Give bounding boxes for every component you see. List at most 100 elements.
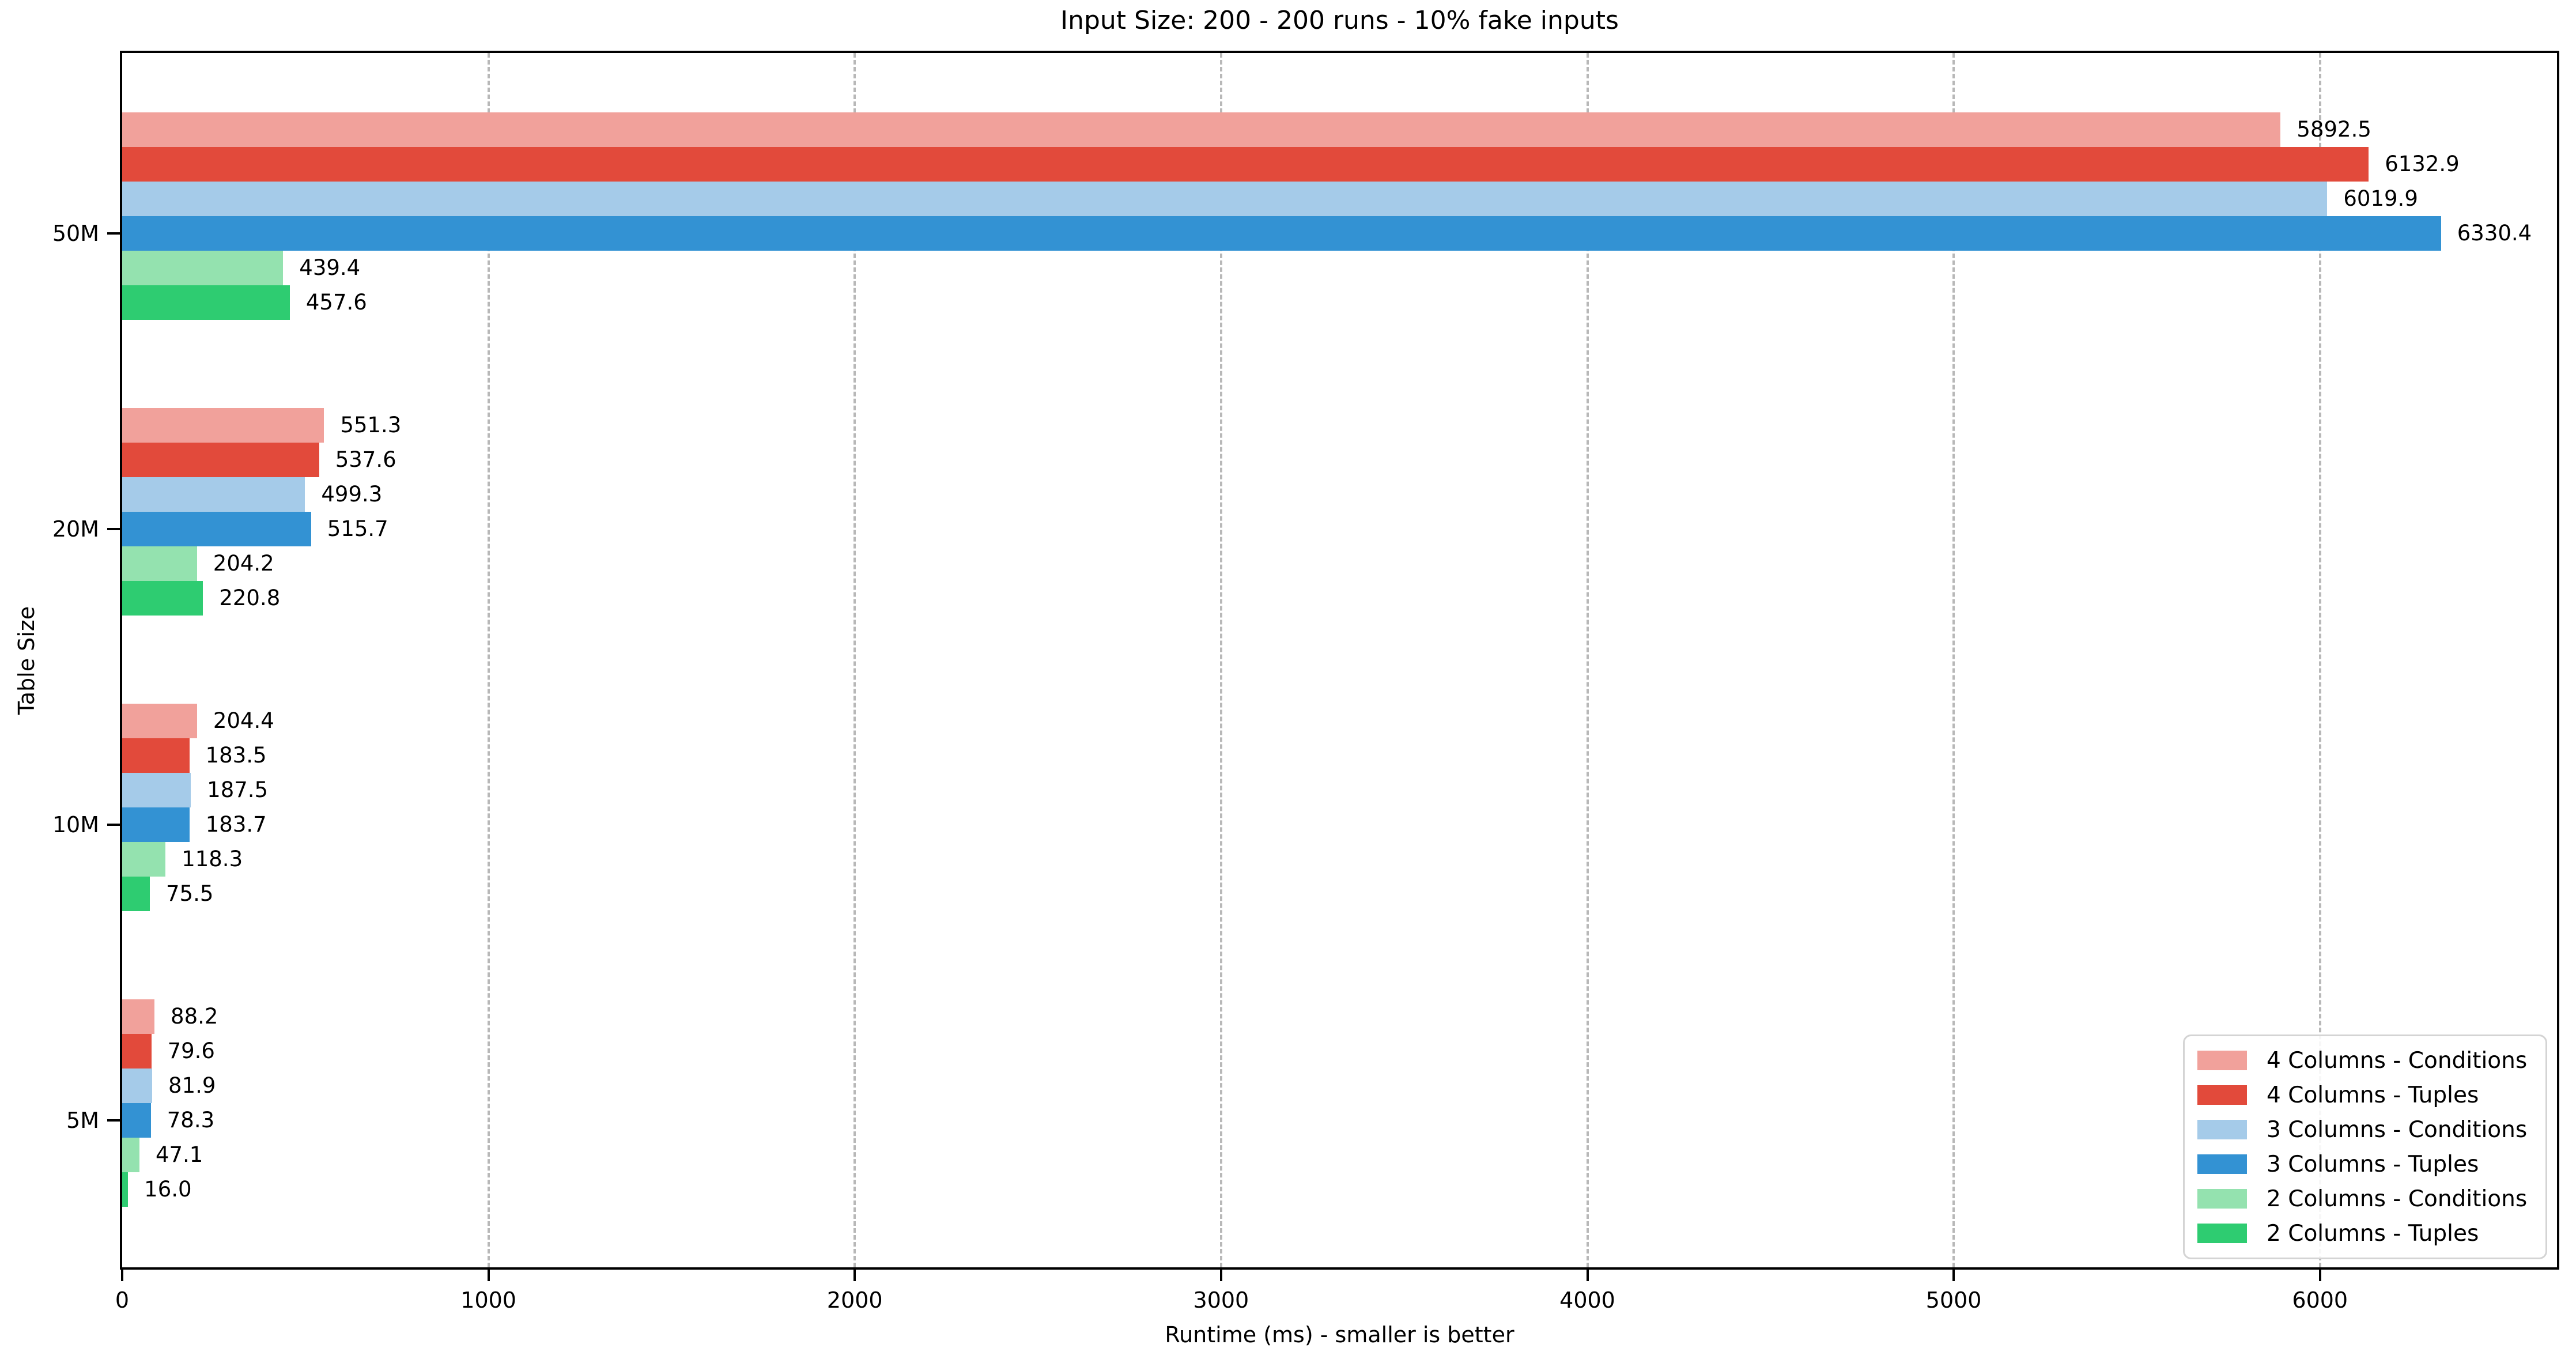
legend-label: 3 Columns - Tuples	[2267, 1151, 2479, 1177]
y-tick-label: 5M	[66, 1108, 99, 1133]
legend-swatch	[2197, 1154, 2247, 1174]
x-tick-label: 1000	[460, 1288, 516, 1313]
bar-value-label: 78.3	[167, 1108, 215, 1132]
x-tick-mark	[853, 1270, 856, 1281]
gridline	[487, 53, 490, 1267]
bar	[122, 546, 197, 581]
x-tick-mark	[487, 1270, 490, 1281]
bar-value-label: 551.3	[340, 413, 402, 437]
bar	[122, 182, 2328, 216]
gridline	[1219, 53, 1222, 1267]
legend-label: 2 Columns - Conditions	[2267, 1185, 2528, 1212]
bar	[122, 216, 2441, 251]
bar-value-label: 515.7	[327, 516, 388, 541]
bar	[122, 1172, 129, 1207]
bar	[122, 773, 191, 807]
legend-label: 2 Columns - Tuples	[2267, 1220, 2479, 1247]
y-tick-label: 50M	[52, 221, 99, 246]
legend-swatch	[2197, 1120, 2247, 1139]
bar	[122, 112, 2281, 147]
bar-value-label: 6330.4	[2457, 221, 2532, 246]
bar-value-label: 439.4	[299, 255, 361, 280]
bar	[122, 877, 150, 911]
x-tick-label: 4000	[1559, 1288, 1615, 1313]
bar-value-label: 16.0	[144, 1177, 192, 1202]
bar	[122, 1068, 153, 1103]
bar	[122, 512, 311, 546]
bar-value-label: 187.5	[207, 777, 269, 802]
legend-item: 4 Columns - Tuples	[2197, 1078, 2540, 1112]
bar-value-label: 499.3	[321, 482, 383, 507]
legend-swatch	[2197, 1224, 2247, 1243]
legend-swatch	[2197, 1051, 2247, 1070]
x-tick-mark	[1219, 1270, 1222, 1281]
x-tick-label: 0	[115, 1288, 130, 1313]
x-tick-label: 5000	[1925, 1288, 1982, 1313]
bar	[122, 738, 190, 773]
y-tick-mark	[107, 528, 120, 530]
bar-value-label: 79.6	[167, 1039, 215, 1063]
bar-value-label: 5892.5	[2297, 117, 2371, 142]
bar	[122, 477, 305, 512]
bar	[122, 443, 319, 477]
legend-label: 4 Columns - Tuples	[2267, 1082, 2479, 1108]
legend-swatch	[2197, 1085, 2247, 1105]
bar	[122, 147, 2369, 182]
bar-value-label: 204.2	[213, 551, 274, 576]
y-tick-mark	[107, 232, 120, 235]
bar-value-label: 81.9	[168, 1073, 216, 1098]
bar	[122, 251, 284, 285]
legend-item: 3 Columns - Tuples	[2197, 1147, 2540, 1181]
bar-value-label: 204.4	[213, 708, 274, 733]
bar-value-label: 47.1	[155, 1142, 203, 1167]
bar	[122, 807, 190, 842]
bar-value-label: 537.6	[335, 447, 396, 472]
chart-title: Input Size: 200 - 200 runs - 10% fake in…	[1060, 6, 1619, 35]
bar-value-label: 88.2	[171, 1004, 218, 1029]
legend-item: 2 Columns - Conditions	[2197, 1181, 2540, 1216]
x-axis-label: Runtime (ms) - smaller is better	[1165, 1322, 1514, 1347]
legend-label: 3 Columns - Conditions	[2267, 1116, 2528, 1143]
y-tick-mark	[107, 1119, 120, 1122]
x-tick-mark	[1952, 1270, 1955, 1281]
legend-label: 4 Columns - Conditions	[2267, 1047, 2528, 1074]
gridline	[1586, 53, 1589, 1267]
bar-value-label: 75.5	[165, 881, 214, 906]
bar	[122, 842, 166, 877]
y-axis-label: Table Size	[14, 606, 39, 715]
bar	[122, 999, 155, 1034]
gridline	[2318, 53, 2321, 1267]
bar	[122, 581, 203, 616]
bar	[122, 408, 324, 443]
bar	[122, 704, 197, 738]
x-tick-label: 6000	[2292, 1288, 2348, 1313]
gridline	[1952, 53, 1955, 1267]
x-tick-mark	[2318, 1270, 2321, 1281]
bar-value-label: 183.5	[205, 743, 267, 768]
legend-item: 2 Columns - Tuples	[2197, 1216, 2540, 1251]
bar-value-label: 183.7	[205, 812, 267, 837]
bar	[122, 285, 290, 320]
bar-value-label: 220.8	[219, 586, 281, 610]
x-tick-mark	[121, 1270, 123, 1281]
bar-value-label: 6019.9	[2343, 186, 2418, 211]
legend-swatch	[2197, 1189, 2247, 1209]
bar	[122, 1138, 139, 1172]
legend-item: 3 Columns - Conditions	[2197, 1112, 2540, 1147]
legend-item: 4 Columns - Conditions	[2197, 1043, 2540, 1078]
x-tick-label: 3000	[1193, 1288, 1249, 1313]
bar	[122, 1103, 151, 1138]
bar-value-label: 6132.9	[2385, 152, 2460, 176]
y-tick-label: 10M	[52, 812, 99, 837]
gridline	[853, 53, 856, 1267]
x-tick-mark	[1586, 1270, 1589, 1281]
x-tick-label: 2000	[826, 1288, 883, 1313]
bar-value-label: 118.3	[182, 847, 243, 871]
legend: 4 Columns - Conditions 4 Columns - Tuples…	[2183, 1034, 2547, 1259]
y-tick-mark	[107, 824, 120, 826]
y-tick-label: 20M	[52, 516, 99, 542]
bar	[122, 1034, 152, 1068]
bar-value-label: 457.6	[305, 290, 367, 315]
plot-area: 5892.5 6132.9 6019.9 6330.4 439.4 457.6 551.3 5…	[120, 51, 2559, 1270]
